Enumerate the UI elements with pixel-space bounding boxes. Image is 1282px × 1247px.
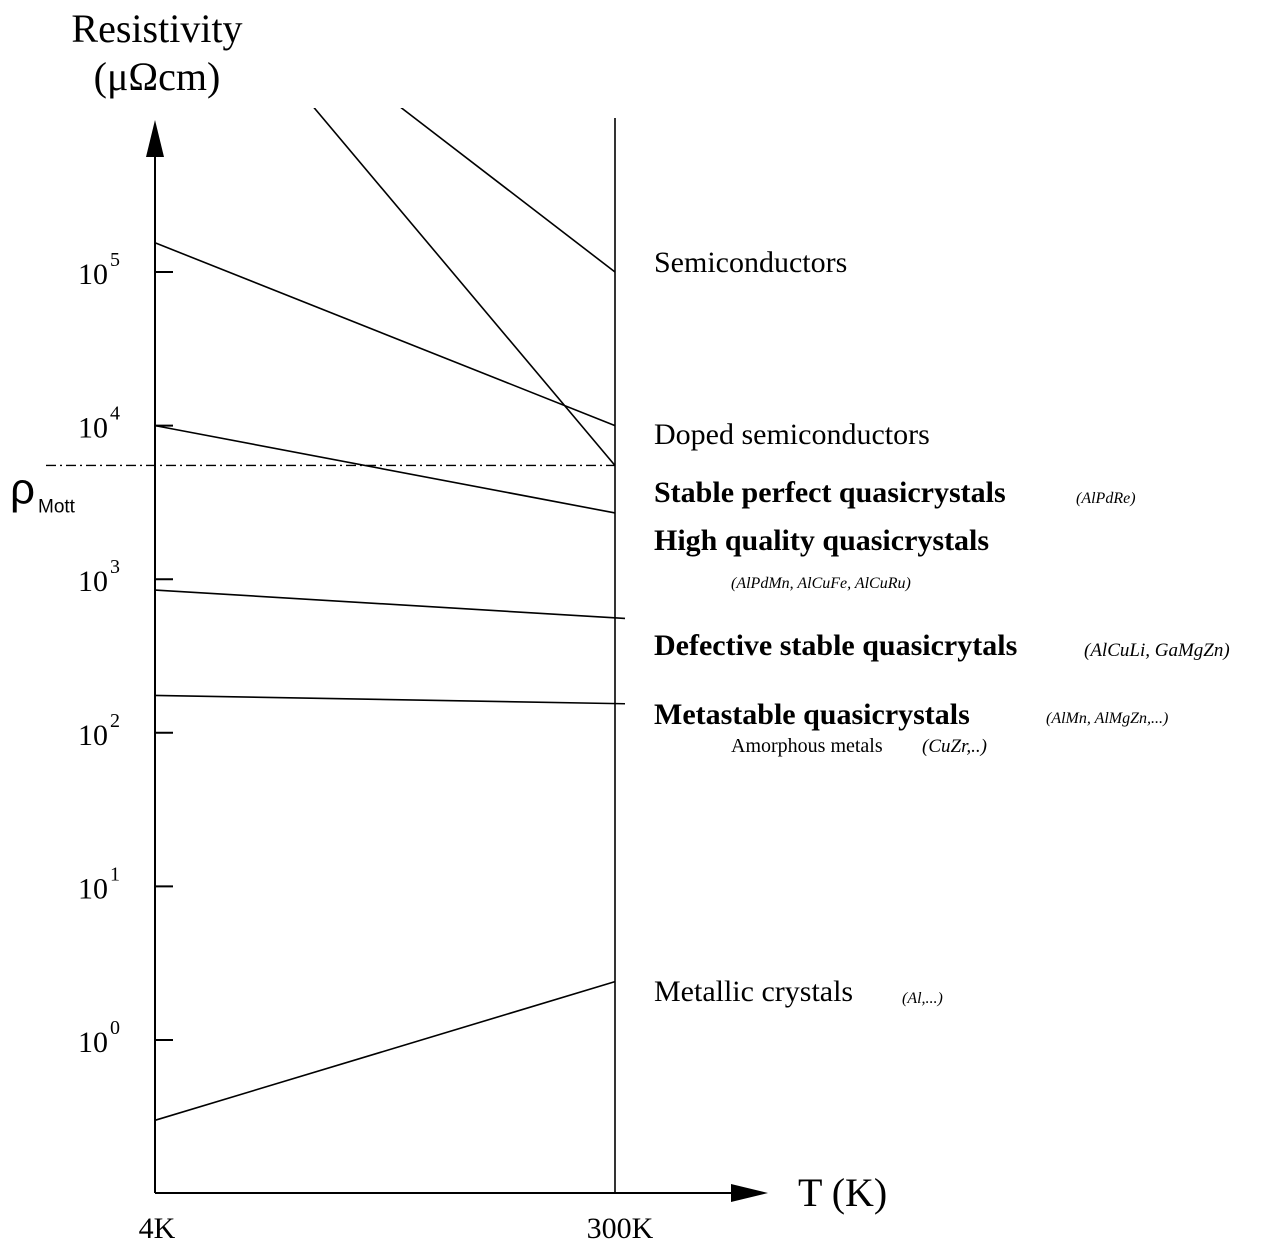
mott-group: ρ Mott [10, 464, 615, 517]
x-axis-arrow-icon [731, 1184, 768, 1202]
label-high-quality: High quality quasicrystals [654, 524, 989, 557]
label-defective: Defective stable quasicrytals [654, 629, 1017, 662]
x-axis-label: T (K) [798, 1170, 887, 1215]
series-line-metallic [154, 980, 616, 1122]
y-tick-exponent: 1 [110, 863, 120, 885]
y-tick-exponent: 5 [110, 249, 120, 271]
y-axis-unit: (μΩcm) [94, 54, 221, 99]
y-axis-arrow-icon [146, 120, 164, 157]
examples-defective: (AlCuLi, GaMgZn) [1084, 640, 1230, 661]
y-tick-exponent: 2 [110, 710, 120, 732]
series-line-defective [154, 589, 626, 620]
x-tick-label-4k: 4K [139, 1212, 176, 1245]
label-metallic: Metallic crystals [654, 975, 853, 1008]
y-tick-label: 10 [78, 1026, 108, 1059]
series-line-doped [154, 242, 616, 427]
examples-metastable: (AlMn, AlMgZn,...) [1046, 710, 1168, 727]
examples-high-quality: (AlPdMn, AlCuFe, AlCuRu) [731, 575, 911, 592]
y-axis-label: Resistivity [71, 6, 242, 51]
series-lines [154, 108, 626, 1122]
y-tick-exponent: 4 [110, 403, 120, 425]
label-metastable: Metastable quasicrystals [654, 698, 970, 731]
examples-stable-perfect: (AlPdRe) [1076, 490, 1136, 507]
y-tick-label: 10 [78, 872, 108, 905]
y-tick-label: 10 [78, 565, 108, 598]
label-doped-semiconductors: Doped semiconductors [654, 418, 930, 451]
y-tick-label: 10 [78, 258, 108, 291]
y-tick-exponent: 3 [110, 556, 120, 578]
series-line-semi-a [313, 108, 616, 466]
x-tick-label-300k: 300K [587, 1212, 654, 1245]
label-amorphous: Amorphous metals [731, 735, 883, 757]
label-stable-perfect: Stable perfect quasicrystals [654, 476, 1006, 509]
series-line-metastable [154, 694, 626, 705]
y-tick-label: 10 [78, 719, 108, 752]
y-tick-exponent: 0 [110, 1017, 120, 1039]
category-labels: Semiconductors Doped semiconductors Stab… [654, 246, 1230, 1008]
mott-symbol: ρ [10, 464, 35, 513]
y-tick-label: 10 [78, 412, 108, 445]
label-semiconductors: Semiconductors [654, 246, 847, 279]
examples-amorphous: (CuZr,..) [922, 736, 987, 757]
series-line-stable-perfect [154, 424, 616, 514]
examples-metallic: (Al,...) [902, 990, 943, 1007]
series-line-semi-b [400, 108, 616, 273]
y-axis-title: Resistivity (μΩcm) [71, 6, 242, 99]
mott-subscript: Mott [38, 496, 76, 517]
